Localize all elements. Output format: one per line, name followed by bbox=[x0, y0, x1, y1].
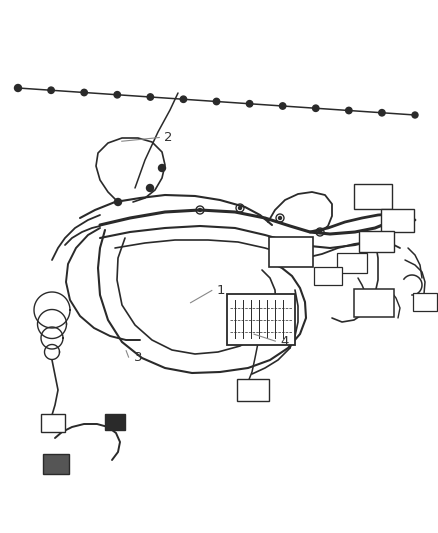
Circle shape bbox=[412, 112, 418, 118]
FancyBboxPatch shape bbox=[226, 294, 294, 344]
Circle shape bbox=[318, 230, 321, 233]
Circle shape bbox=[81, 90, 87, 96]
Circle shape bbox=[279, 216, 282, 220]
FancyBboxPatch shape bbox=[358, 230, 393, 252]
Circle shape bbox=[114, 92, 120, 98]
FancyBboxPatch shape bbox=[354, 289, 394, 317]
FancyBboxPatch shape bbox=[237, 379, 269, 401]
Circle shape bbox=[247, 101, 253, 107]
Circle shape bbox=[180, 96, 187, 102]
Circle shape bbox=[147, 94, 154, 100]
Circle shape bbox=[313, 105, 319, 111]
Text: 1: 1 bbox=[217, 284, 225, 297]
Circle shape bbox=[114, 198, 121, 206]
Circle shape bbox=[213, 98, 220, 104]
Circle shape bbox=[279, 103, 286, 109]
Circle shape bbox=[346, 107, 352, 114]
FancyBboxPatch shape bbox=[43, 454, 69, 474]
FancyBboxPatch shape bbox=[105, 414, 125, 430]
Circle shape bbox=[379, 110, 385, 116]
FancyBboxPatch shape bbox=[269, 237, 313, 267]
Circle shape bbox=[146, 184, 153, 191]
FancyBboxPatch shape bbox=[314, 267, 342, 285]
FancyBboxPatch shape bbox=[381, 208, 413, 231]
Circle shape bbox=[48, 87, 54, 93]
Text: 2: 2 bbox=[164, 131, 173, 144]
FancyBboxPatch shape bbox=[353, 183, 392, 208]
Circle shape bbox=[198, 208, 201, 212]
FancyBboxPatch shape bbox=[337, 253, 367, 273]
Circle shape bbox=[239, 206, 241, 209]
Circle shape bbox=[159, 165, 166, 172]
Text: 3: 3 bbox=[134, 351, 142, 364]
Text: 4: 4 bbox=[280, 335, 289, 348]
FancyBboxPatch shape bbox=[41, 414, 65, 432]
Circle shape bbox=[14, 85, 21, 92]
FancyBboxPatch shape bbox=[413, 293, 437, 311]
